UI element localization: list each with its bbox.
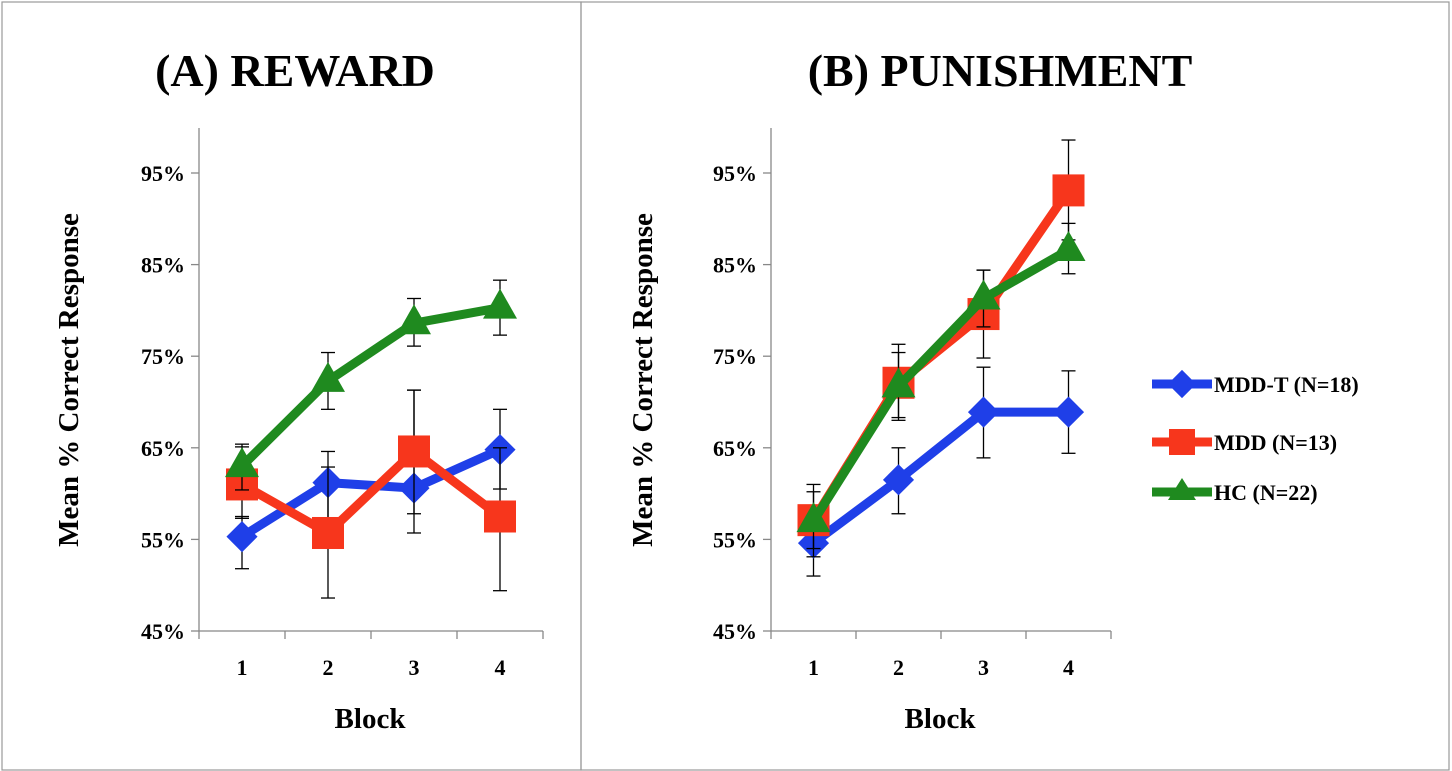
panel-a-series-hc-line [238, 303, 501, 470]
panel-a-plot: 45% 55% 65% 75% 85% 95% 1 2 3 4 [141, 128, 544, 680]
panel-a-series-hc-point [483, 288, 517, 319]
panel-b-y-tick-label: 75% [713, 344, 757, 369]
legend-item-mdd: MDD (N=13) [1152, 429, 1337, 455]
panel-a-series-mdd-point [398, 435, 430, 468]
panel-b-series-mdd-t-point [882, 464, 915, 496]
panel-b: (B) PUNISHMENT Mean % Correct Response B… [627, 45, 1192, 735]
legend-marker-hc [1168, 478, 1196, 500]
panel-b-series-hc-point [796, 502, 831, 533]
panel-a-series-mdd [226, 389, 516, 599]
panel-a-x-tick-label: 2 [323, 655, 334, 680]
panel-a-title: (A) REWARD [155, 45, 435, 96]
panel-b-series-hc [796, 222, 1086, 558]
panel-b-series-mdd-t-line [810, 407, 1069, 547]
legend-item-mdd-t: MDD-T (N=18) [1152, 369, 1359, 399]
panel-b-y-axis-title: Mean % Correct Response [627, 213, 659, 547]
panel-b-x-tick-label: 4 [1063, 655, 1074, 680]
panel-a-series-hc-point [397, 304, 431, 335]
panel-a-x-tick-label: 4 [495, 655, 506, 680]
panel-a-series-hc-point [225, 447, 259, 478]
legend-label-mdd: MDD (N=13) [1214, 430, 1337, 455]
panel-a-y-tick-label: 55% [141, 527, 185, 552]
panel-a-x-tick-label: 3 [409, 655, 420, 680]
legend: MDD-T (N=18) MDD (N=13) HC (N=22) [1152, 369, 1359, 505]
panel-a-y-axis-title: Mean % Correct Response [53, 213, 85, 547]
panel-b-y-tick-label: 45% [713, 619, 757, 644]
panel-b-plot: 45% 55% 65% 75% 85% 95% 1 2 3 4 [713, 128, 1112, 680]
panel-b-y-tick-label: 55% [713, 527, 757, 552]
panel-a-series-hc-point [311, 361, 345, 392]
legend-label-mdd-t: MDD-T (N=18) [1214, 372, 1359, 397]
panel-b-x-tick-label: 2 [893, 655, 904, 680]
panel-b-x-axis-title: Block [905, 703, 977, 735]
legend-label-hc: HC (N=22) [1214, 480, 1318, 505]
panel-a: (A) REWARD Mean % Correct Response Block… [53, 45, 544, 735]
legend-marker-mdd-t [1167, 369, 1197, 399]
legend-item-hc: HC (N=22) [1152, 478, 1318, 505]
panel-b-series-mdd-line [809, 187, 1073, 523]
panel-a-series-mdd-line [239, 446, 503, 538]
panel-a-y-tick-label: 95% [141, 161, 185, 186]
panel-a-y-tick-label: 75% [141, 344, 185, 369]
panel-b-series-mdd-point [1052, 174, 1085, 207]
panel-b-y-tick-label: 65% [713, 436, 757, 461]
panel-b-series-hc-point [1051, 230, 1086, 261]
legend-marker-mdd [1169, 429, 1195, 455]
panel-b-title: (B) PUNISHMENT [808, 45, 1193, 96]
panel-b-frame [580, 1, 1450, 771]
panel-a-y-tick-label: 85% [141, 253, 185, 278]
panel-b-series-hc-line [809, 246, 1071, 524]
panel-a-series-mdd-t [226, 389, 516, 570]
panel-a-x-axis-title: Block [335, 703, 407, 735]
panel-a-y-tick-label: 45% [141, 619, 185, 644]
panel-a-series-hc [225, 279, 517, 491]
panel-a-series-mdd-point [312, 516, 344, 549]
panel-b-series-mdd-t-point [1052, 396, 1085, 428]
panel-b-series-mdd-t-point [967, 396, 1000, 428]
panel-b-series-hc-point [966, 279, 1001, 310]
panel-b-y-tick-label: 95% [713, 161, 757, 186]
panel-a-x-tick-label: 1 [237, 655, 248, 680]
panel-a-y-tick-label: 65% [141, 436, 185, 461]
panel-b-series-hc-point [881, 367, 916, 398]
panel-b-y-tick-label: 85% [713, 253, 757, 278]
panel-a-series-mdd-point [484, 500, 516, 533]
panel-b-x-tick-label: 3 [978, 655, 989, 680]
panel-b-x-tick-label: 1 [808, 655, 819, 680]
